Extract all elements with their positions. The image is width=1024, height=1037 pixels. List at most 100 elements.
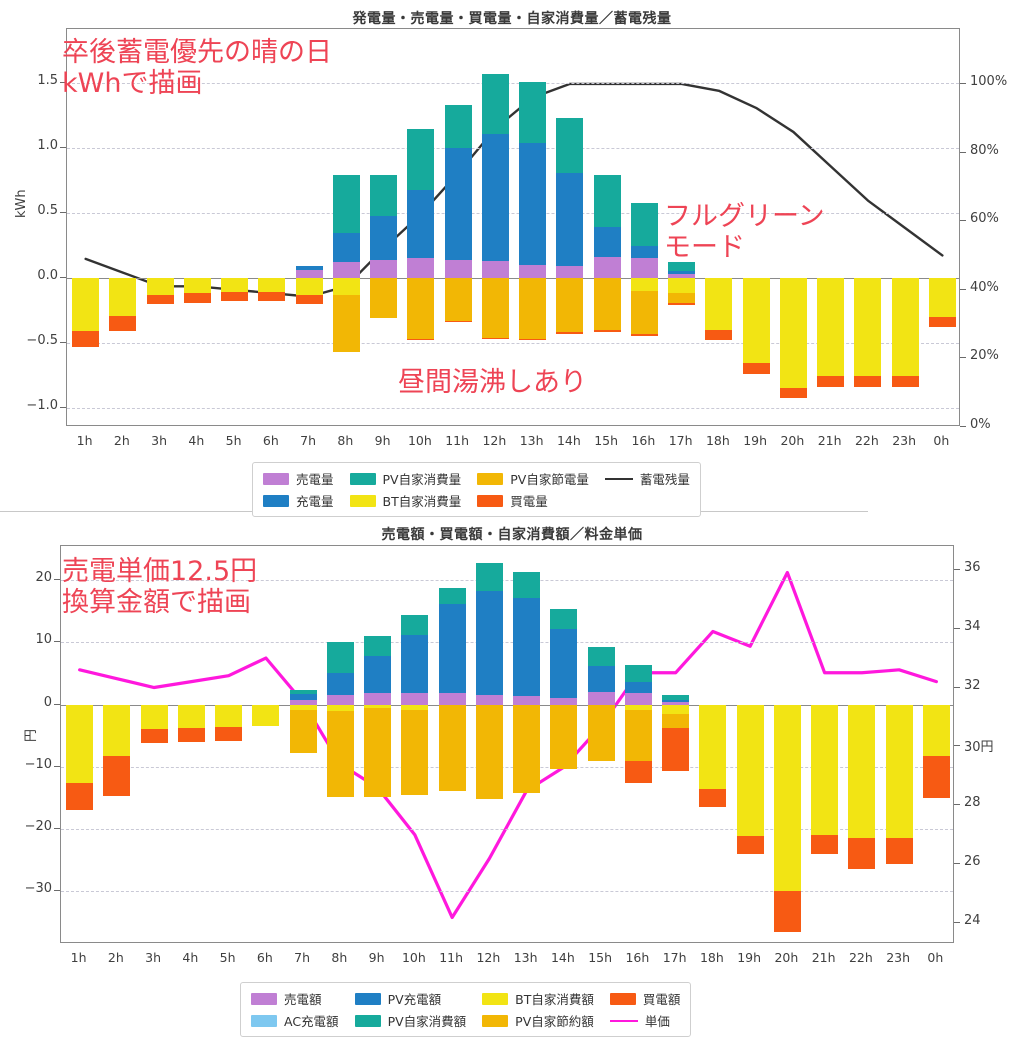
legend-item[interactable]: PV自家消費額 — [354, 1011, 466, 1030]
x-tick-label: 5h — [219, 950, 236, 965]
bar-group[interactable] — [146, 29, 174, 427]
unit-price-note: 売電単価12.5円 換算金額で描画 — [62, 556, 258, 618]
bar-group[interactable] — [587, 546, 615, 944]
bar-group[interactable] — [140, 546, 168, 944]
bar-segment — [699, 789, 727, 808]
legend-item[interactable]: 単価 — [609, 1011, 681, 1030]
bar-group[interactable] — [109, 29, 137, 427]
bar-segment — [289, 699, 317, 705]
bar-group[interactable] — [252, 546, 280, 944]
bar-group[interactable] — [891, 29, 919, 427]
bar-segment — [481, 74, 509, 134]
bar-group[interactable] — [177, 546, 205, 944]
legend-item[interactable]: 充電量 — [263, 491, 334, 510]
x-tick-label: 9h — [374, 433, 391, 448]
legend-item[interactable]: AC充電額 — [251, 1011, 339, 1030]
bar-segment — [624, 710, 652, 762]
legend-item[interactable]: 蓄電残量 — [604, 469, 690, 488]
bar-group[interactable] — [928, 29, 956, 427]
bar-group[interactable] — [742, 29, 770, 427]
legend-label: 充電量 — [296, 494, 334, 509]
bar-segment — [401, 692, 429, 705]
bar-group[interactable] — [401, 546, 429, 944]
bar-group[interactable] — [705, 29, 733, 427]
bar-segment — [668, 262, 696, 272]
bar-group[interactable] — [779, 29, 807, 427]
bar-group[interactable] — [773, 546, 801, 944]
bar-segment — [140, 704, 168, 730]
bar-segment — [444, 105, 472, 149]
bar-segment — [587, 692, 615, 705]
x-tick-label: 7h — [300, 433, 317, 448]
x-tick-label: 1h — [70, 950, 87, 965]
legend-item[interactable]: BT自家消費量 — [349, 491, 461, 510]
bar-group[interactable] — [513, 546, 541, 944]
bar-segment — [252, 704, 280, 727]
x-tick-label: 16h — [631, 433, 656, 448]
bar-group[interactable] — [370, 29, 398, 427]
bar-group[interactable] — [72, 29, 100, 427]
legend-item[interactable]: PV充電額 — [354, 989, 467, 1008]
bar-group[interactable] — [221, 29, 249, 427]
bar-group[interactable] — [289, 546, 317, 944]
bar-group[interactable] — [668, 29, 696, 427]
legend-item[interactable]: PV自家節約額 — [482, 1011, 594, 1030]
bar-segment — [221, 292, 249, 302]
legend-item[interactable]: PV自家節電量 — [477, 469, 589, 488]
bar-group[interactable] — [183, 29, 211, 427]
legend-item[interactable]: PV自家消費量 — [349, 469, 462, 488]
bar-segment — [885, 838, 913, 864]
bar-segment — [668, 302, 696, 306]
bar-segment — [928, 316, 956, 328]
bar-group[interactable] — [550, 546, 578, 944]
bar-group[interactable] — [699, 546, 727, 944]
x-tick-label: 9h — [368, 950, 385, 965]
bar-group[interactable] — [258, 29, 286, 427]
bar-group[interactable] — [444, 29, 472, 427]
x-tick-label: 4h — [188, 433, 205, 448]
legend-item[interactable]: 買電量 — [477, 491, 589, 510]
bar-group[interactable] — [624, 546, 652, 944]
bar-segment — [364, 693, 392, 705]
bar-group[interactable] — [519, 29, 547, 427]
bar-group[interactable] — [885, 546, 913, 944]
bar-group[interactable] — [103, 546, 131, 944]
legend-item[interactable]: BT自家消費額 — [482, 989, 594, 1008]
bar-segment — [407, 189, 435, 259]
legend-item[interactable]: 買電額 — [609, 989, 680, 1008]
bar-group[interactable] — [481, 29, 509, 427]
bar-group[interactable] — [854, 29, 882, 427]
y-tick-label: 10 — [35, 632, 52, 648]
bar-group[interactable] — [475, 546, 503, 944]
bar-segment — [215, 726, 243, 742]
bar-group[interactable] — [811, 546, 839, 944]
bar-group[interactable] — [736, 546, 764, 944]
bar-segment — [332, 294, 360, 352]
bar-group[interactable] — [295, 29, 323, 427]
bar-group[interactable] — [438, 546, 466, 944]
legend-label: PV充電額 — [387, 992, 442, 1007]
bar-group[interactable] — [215, 546, 243, 944]
y-tick-label: −30 — [24, 881, 52, 897]
legend-color-swatch — [349, 472, 376, 485]
bar-group[interactable] — [332, 29, 360, 427]
bar-group[interactable] — [326, 546, 354, 944]
legend-item[interactable]: 売電量 — [263, 469, 334, 488]
bar-group[interactable] — [556, 29, 584, 427]
line-series — [78, 570, 938, 920]
bar-segment — [438, 693, 466, 705]
bar-group[interactable] — [662, 546, 690, 944]
bar-group[interactable] — [922, 546, 950, 944]
bar-segment — [773, 704, 801, 892]
legend-color-swatch — [263, 494, 289, 507]
bar-group[interactable] — [66, 546, 94, 944]
bar-segment — [513, 704, 541, 793]
bar-group[interactable] — [364, 546, 392, 944]
bar-group[interactable] — [407, 29, 435, 427]
bar-group[interactable] — [630, 29, 658, 427]
legend-item[interactable]: 売電額 — [251, 989, 339, 1008]
bar-group[interactable] — [848, 546, 876, 944]
bar-group[interactable] — [593, 29, 621, 427]
y-tick-mark — [54, 641, 60, 643]
bar-group[interactable] — [817, 29, 845, 427]
